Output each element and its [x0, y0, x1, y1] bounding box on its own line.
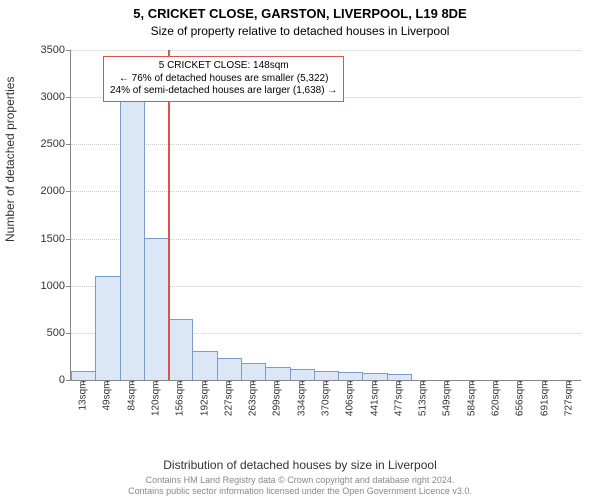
histogram-bar	[362, 373, 387, 380]
histogram-bar	[314, 371, 339, 380]
x-tick-label: 49sqm	[102, 381, 113, 425]
y-tick-mark	[66, 333, 71, 334]
x-tick-label: 13sqm	[78, 381, 89, 425]
title-main: 5, CRICKET CLOSE, GARSTON, LIVERPOOL, L1…	[0, 6, 600, 21]
y-tick-mark	[66, 97, 71, 98]
x-tick-label: 620sqm	[491, 381, 502, 425]
y-tick-mark	[66, 144, 71, 145]
y-tick-label: 3000	[25, 91, 65, 103]
chart-container: 5, CRICKET CLOSE, GARSTON, LIVERPOOL, L1…	[0, 0, 600, 500]
gridline	[71, 144, 581, 145]
histogram-bar	[265, 367, 290, 380]
y-tick-label: 3500	[25, 44, 65, 56]
x-tick-label: 441sqm	[369, 381, 380, 425]
histogram-bar	[338, 372, 363, 380]
y-tick-label: 2500	[25, 138, 65, 150]
annotation-line3: 24% of semi-detached houses are larger (…	[110, 85, 337, 96]
title-sub: Size of property relative to detached ho…	[0, 24, 600, 38]
y-tick-mark	[66, 191, 71, 192]
y-tick-label: 2000	[25, 185, 65, 197]
footer-line2: Contains public sector information licen…	[128, 486, 472, 496]
y-tick-mark	[66, 239, 71, 240]
y-tick-label: 1000	[25, 280, 65, 292]
x-tick-label: 584sqm	[466, 381, 477, 425]
footer-line1: Contains HM Land Registry data © Crown c…	[146, 475, 455, 485]
y-tick-label: 500	[25, 327, 65, 339]
x-tick-label: 513sqm	[418, 381, 429, 425]
plot-region: 050010001500200025003000350013sqm49sqm84…	[70, 50, 581, 381]
histogram-bar	[95, 276, 120, 380]
y-tick-label: 0	[25, 374, 65, 386]
y-tick-mark	[66, 286, 71, 287]
x-tick-label: 691sqm	[539, 381, 550, 425]
x-tick-label: 334sqm	[296, 381, 307, 425]
y-axis-label: Number of detached properties	[3, 202, 17, 242]
x-tick-label: 227sqm	[223, 381, 234, 425]
x-tick-label: 370sqm	[321, 381, 332, 425]
annotation-line1: 5 CRICKET CLOSE: 148sqm	[159, 60, 289, 71]
x-tick-label: 656sqm	[515, 381, 526, 425]
histogram-bar	[168, 319, 193, 380]
gridline	[71, 191, 581, 192]
annotation-box: 5 CRICKET CLOSE: 148sqm ← 76% of detached…	[103, 56, 344, 102]
x-axis-label: Distribution of detached houses by size …	[0, 458, 600, 472]
histogram-bar	[241, 363, 266, 380]
y-tick-mark	[66, 380, 71, 381]
x-tick-label: 299sqm	[272, 381, 283, 425]
footer-attribution: Contains HM Land Registry data © Crown c…	[0, 475, 600, 497]
annotation-line2: ← 76% of detached houses are smaller (5,…	[119, 73, 329, 84]
y-tick-label: 1500	[25, 233, 65, 245]
y-tick-mark	[66, 50, 71, 51]
x-tick-label: 120sqm	[151, 381, 162, 425]
x-tick-label: 263sqm	[248, 381, 259, 425]
x-tick-label: 406sqm	[345, 381, 356, 425]
histogram-bar	[290, 369, 315, 380]
x-tick-label: 549sqm	[442, 381, 453, 425]
x-tick-label: 727sqm	[563, 381, 574, 425]
x-tick-label: 156sqm	[175, 381, 186, 425]
histogram-bar	[71, 371, 96, 380]
histogram-bar	[120, 98, 145, 380]
histogram-bar	[192, 351, 217, 380]
histogram-bar	[144, 238, 169, 380]
histogram-bar	[217, 358, 242, 380]
x-tick-label: 192sqm	[199, 381, 210, 425]
x-tick-label: 477sqm	[393, 381, 404, 425]
x-tick-label: 84sqm	[126, 381, 137, 425]
chart-area: 050010001500200025003000350013sqm49sqm84…	[70, 50, 580, 410]
gridline	[71, 50, 581, 51]
